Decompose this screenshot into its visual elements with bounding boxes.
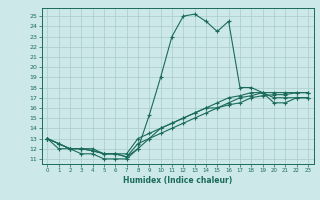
X-axis label: Humidex (Indice chaleur): Humidex (Indice chaleur) bbox=[123, 176, 232, 185]
